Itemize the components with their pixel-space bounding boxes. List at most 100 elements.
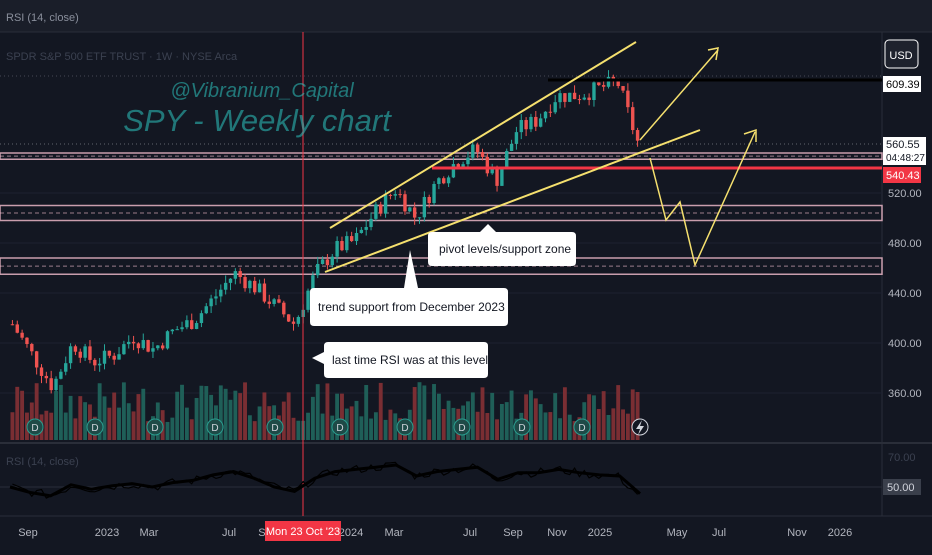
candle-body bbox=[601, 85, 606, 87]
price-tick: 480.00 bbox=[888, 238, 922, 250]
volume-bar bbox=[63, 412, 68, 440]
candle-body bbox=[78, 351, 82, 358]
candles bbox=[10, 70, 640, 394]
candle-body bbox=[340, 241, 344, 251]
date-highlight-badge bbox=[265, 521, 341, 541]
volume-bar bbox=[388, 409, 393, 440]
volume-bar bbox=[44, 410, 49, 440]
candle-body bbox=[54, 378, 58, 391]
volume-bar bbox=[325, 383, 330, 440]
dividend-marker-letter: D bbox=[578, 423, 585, 434]
volume-bar bbox=[548, 412, 553, 440]
candle-body bbox=[83, 346, 87, 358]
projection-up-arrowhead bbox=[707, 47, 719, 61]
time-axis-label: Nov bbox=[547, 527, 567, 539]
candle-body bbox=[592, 82, 596, 101]
candle-body bbox=[10, 324, 15, 326]
candle-body bbox=[204, 306, 208, 314]
candle-body bbox=[15, 324, 19, 333]
volume-bar bbox=[180, 384, 184, 440]
candle-body bbox=[122, 344, 126, 355]
volume-bar bbox=[630, 389, 635, 440]
volume-bar bbox=[78, 396, 83, 440]
watermark-title: SPY - Weekly chart bbox=[123, 103, 392, 138]
time-axis-label: 2024 bbox=[339, 527, 363, 539]
trend-callout-text: trend support from December 2023 bbox=[318, 300, 505, 314]
volume-bar bbox=[165, 421, 170, 440]
volume-bar bbox=[112, 392, 117, 440]
rsi-pane-label: RSI (14, close) bbox=[6, 456, 79, 468]
candle-body bbox=[553, 102, 557, 113]
dividend-marker-circle bbox=[396, 418, 414, 436]
rsi-callout-text: last time RSI was at this level bbox=[332, 353, 488, 367]
candle-body bbox=[398, 194, 402, 196]
currency-button[interactable] bbox=[884, 39, 919, 69]
candle-body bbox=[170, 329, 175, 332]
volume-bar bbox=[373, 412, 378, 440]
dividend-marker-icon: D bbox=[513, 418, 531, 436]
volume-bar bbox=[480, 387, 485, 440]
watermark-handle: @Vibranium_Capital bbox=[170, 80, 354, 102]
trend-callout[interactable]: trend support from December 2023 bbox=[310, 250, 508, 326]
volume-bar bbox=[20, 390, 25, 440]
time-axis-label: Jul bbox=[712, 527, 726, 539]
candle-body bbox=[480, 152, 485, 157]
price-tick: 400.00 bbox=[888, 338, 922, 350]
volume-bar bbox=[247, 415, 252, 440]
volume-bar bbox=[499, 403, 504, 440]
volume-bar bbox=[393, 413, 398, 440]
volume-bar bbox=[558, 418, 562, 440]
volume-bar bbox=[533, 398, 538, 440]
volume-bar bbox=[189, 419, 194, 440]
candle-body bbox=[519, 120, 523, 133]
volume-bar bbox=[194, 397, 199, 440]
drawn-lines bbox=[0, 32, 882, 516]
projection-path-arrowhead bbox=[743, 128, 757, 142]
dividend-marker-icon: D bbox=[26, 418, 44, 436]
candle-body bbox=[233, 271, 238, 279]
volume-bar bbox=[291, 417, 296, 440]
candle-body bbox=[388, 194, 393, 196]
volume-bar bbox=[310, 396, 315, 440]
volume-bar bbox=[562, 387, 567, 440]
candle-body bbox=[97, 363, 102, 366]
candle-body bbox=[364, 227, 368, 230]
candle-body bbox=[209, 298, 213, 307]
candle-body bbox=[558, 93, 562, 103]
candle-body bbox=[20, 332, 24, 338]
candle-body bbox=[199, 313, 204, 324]
candle-body bbox=[374, 204, 378, 219]
candle-body bbox=[437, 178, 441, 184]
time-axis-label: Sep bbox=[18, 527, 38, 539]
candle-body bbox=[538, 118, 543, 127]
dividend-marker-letter: D bbox=[401, 423, 408, 434]
volume-bar bbox=[281, 401, 286, 440]
volume-bar bbox=[252, 421, 257, 440]
candle-body bbox=[127, 341, 131, 345]
candle-body bbox=[291, 321, 296, 324]
volume-bar bbox=[58, 384, 63, 440]
top-rsi-label: RSI (14, close) bbox=[6, 12, 79, 24]
volume-bar bbox=[524, 394, 529, 440]
candle-body bbox=[563, 93, 567, 102]
dividend-marker-circle bbox=[206, 418, 224, 436]
rsi-callout[interactable]: last time RSI was at this level bbox=[312, 342, 488, 378]
volume-bar bbox=[49, 412, 54, 440]
top-rsi-strip bbox=[0, 0, 932, 32]
volume-bar bbox=[218, 385, 223, 440]
candle-body bbox=[403, 194, 407, 212]
candle-body bbox=[30, 344, 34, 352]
dividend-marker-circle bbox=[146, 418, 164, 436]
dividend-marker-letter: D bbox=[336, 423, 343, 434]
pivot-callout-text: pivot levels/support zone bbox=[439, 242, 571, 256]
rsi-level-badge bbox=[883, 479, 921, 495]
candle-body bbox=[248, 280, 252, 289]
pivot-callout[interactable]: pivot levels/support zone bbox=[428, 224, 576, 266]
candle-body bbox=[320, 259, 325, 264]
volume-bar bbox=[451, 407, 456, 440]
candle-body bbox=[359, 229, 364, 234]
volume-bar bbox=[34, 383, 39, 440]
candle-body bbox=[577, 99, 582, 101]
